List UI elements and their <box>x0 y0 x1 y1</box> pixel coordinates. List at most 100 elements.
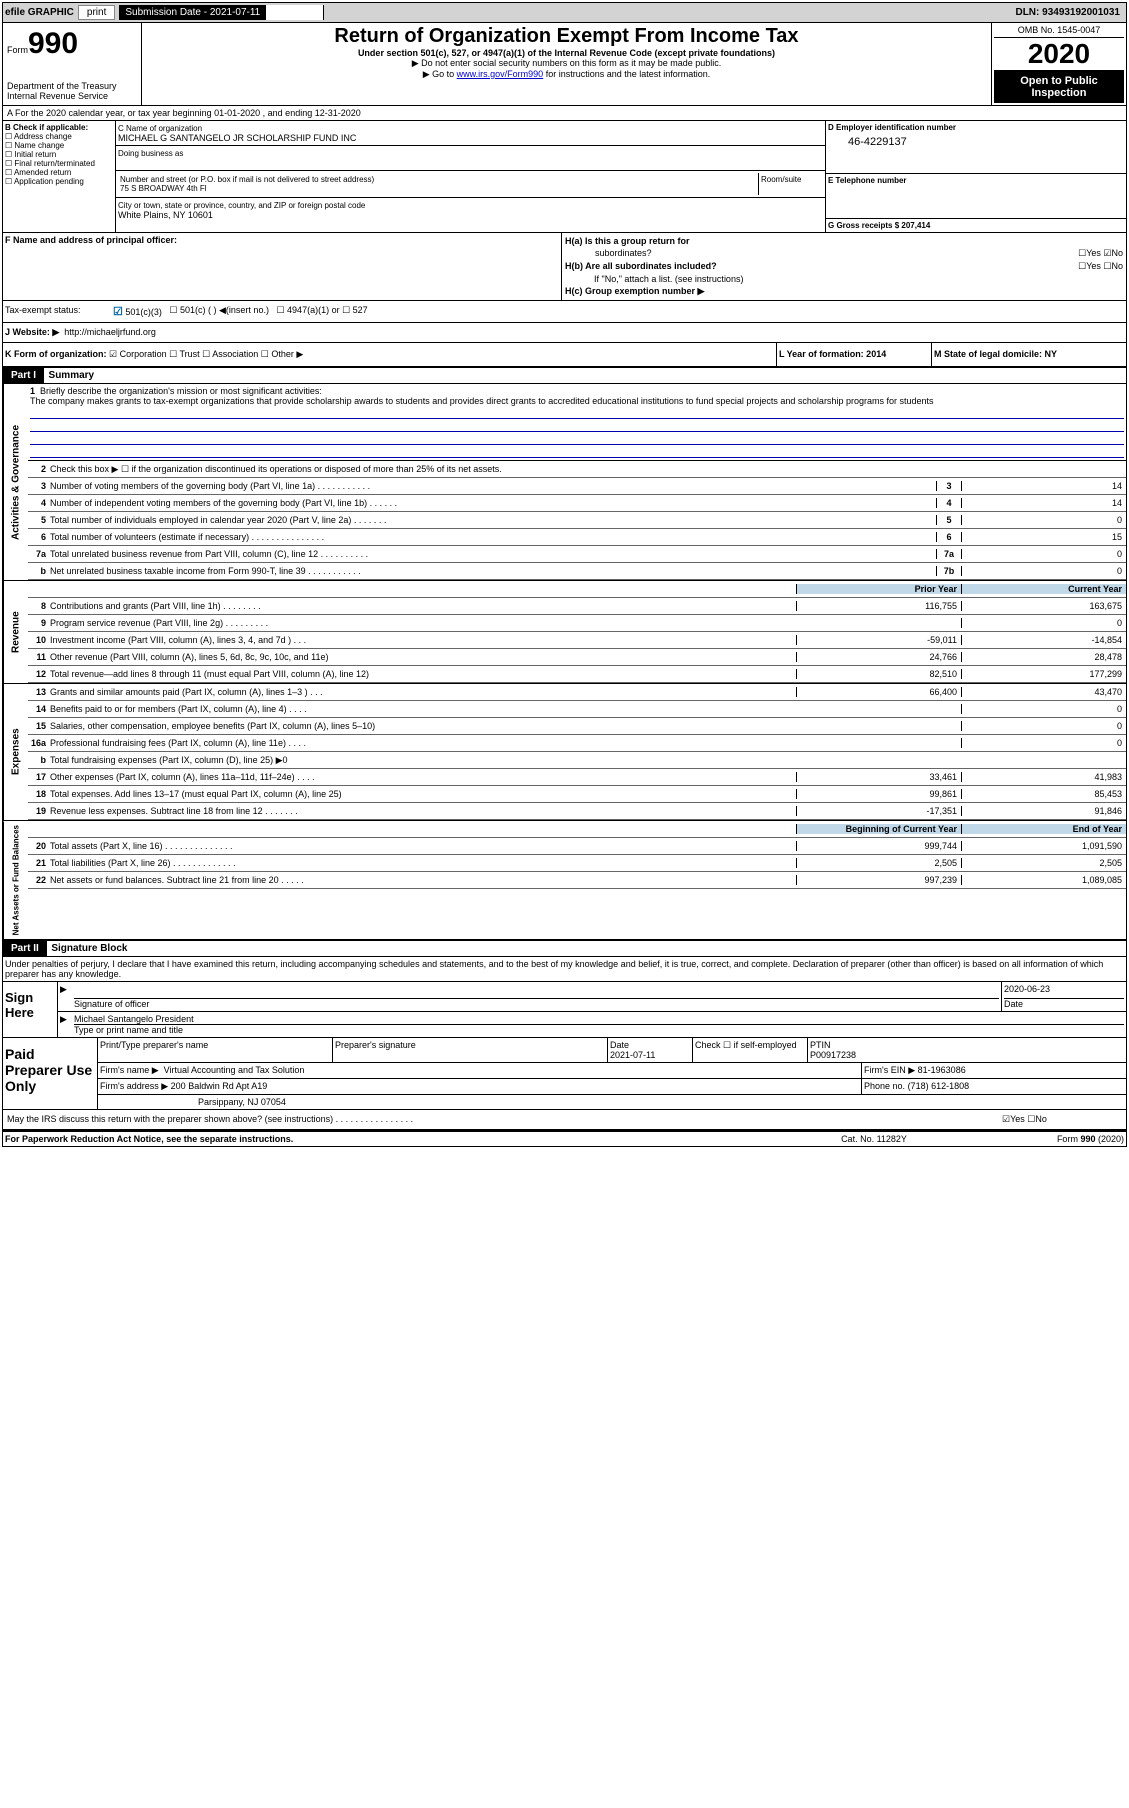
summary-row: 16aProfessional fundraising fees (Part I… <box>28 735 1126 752</box>
firm-ein: 81-1963086 <box>918 1065 966 1075</box>
block-f: F Name and address of principal officer: <box>3 233 562 300</box>
summary-row: 18Total expenses. Add lines 13–17 (must … <box>28 786 1126 803</box>
chk-pending[interactable]: ☐ Application pending <box>5 177 113 186</box>
form-subtitle: Under section 501(c), 527, or 4947(a)(1)… <box>144 48 989 58</box>
summary-row: 3Number of voting members of the governi… <box>28 478 1126 495</box>
block-h: H(a) Is this a group return for subordin… <box>562 233 1126 300</box>
netassets-section: Net Assets or Fund Balances Beginning of… <box>3 820 1126 939</box>
chk-527[interactable]: ☐ 527 <box>342 305 368 318</box>
summary-row: 22Net assets or fund balances. Subtract … <box>28 872 1126 889</box>
firm-name: Virtual Accounting and Tax Solution <box>164 1065 305 1075</box>
website-url: http://michaeljrfund.org <box>64 327 156 337</box>
summary-row: 20Total assets (Part X, line 16) . . . .… <box>28 838 1126 855</box>
summary-row: 6Total number of volunteers (estimate if… <box>28 529 1126 546</box>
city-row: City or town, state or province, country… <box>116 198 825 222</box>
room-suite: Room/suite <box>758 173 823 195</box>
form-footer: Form 990 (2020) <box>974 1134 1124 1144</box>
phone-row: E Telephone number <box>826 174 1126 219</box>
discuss-text: May the IRS discuss this return with the… <box>5 1112 1000 1127</box>
tax-status-row: Tax-exempt status: ☑ 501(c)(3) ☐ 501(c) … <box>3 301 1126 323</box>
discuss-yesno[interactable]: ☑Yes ☐No <box>1000 1112 1124 1127</box>
part1-header: Part I Summary <box>3 368 1126 384</box>
firm-phone: (718) 612-1808 <box>908 1081 970 1091</box>
top-bar: efile GRAPHIC print Submission Date - 20… <box>3 3 1126 23</box>
chk-501c3[interactable]: ☑ 501(c)(3) <box>113 305 162 318</box>
form-note1: ▶ Do not enter social security numbers o… <box>144 58 989 69</box>
open-inspection: Open to Public Inspection <box>994 71 1124 103</box>
summary-row: 11Other revenue (Part VIII, column (A), … <box>28 649 1126 666</box>
dba-row: Doing business as <box>116 146 825 171</box>
ein-row: D Employer identification number 46-4229… <box>826 121 1126 174</box>
addr-row: Number and street (or P.O. box if mail i… <box>116 171 825 198</box>
chk-501c[interactable]: ☐ 501(c) ( ) ◀(insert no.) <box>169 305 269 318</box>
cat-no: Cat. No. 11282Y <box>774 1134 974 1144</box>
summary-row: 13Grants and similar amounts paid (Part … <box>28 684 1126 701</box>
ha-yesno[interactable]: ☐Yes ☑No <box>1078 248 1123 259</box>
revenue-section: Revenue Prior Year Current Year 8Contrib… <box>3 580 1126 683</box>
hb-yesno[interactable]: ☐Yes ☐No <box>1078 261 1123 272</box>
org-name-row: C Name of organization MICHAEL G SANTANG… <box>116 121 825 146</box>
form-of-org: K Form of organization: ☑ Corporation ☐ … <box>3 343 776 366</box>
form-number: 990 <box>28 27 78 60</box>
dln-label: DLN: 93493192001031 <box>1015 7 1124 18</box>
row-klm: K Form of organization: ☑ Corporation ☐ … <box>3 343 1126 368</box>
firm-addr2: Parsippany, NJ 07054 <box>98 1095 1126 1109</box>
block-b: B Check if applicable: ☐ Address change … <box>3 121 116 232</box>
summary-row: 19Revenue less expenses. Subtract line 1… <box>28 803 1126 820</box>
chk-final[interactable]: ☐ Final return/terminated <box>5 159 113 168</box>
ptin: P00917238 <box>810 1050 856 1060</box>
summary-row: 12Total revenue—add lines 8 through 11 (… <box>28 666 1126 683</box>
summary-row: bNet unrelated business taxable income f… <box>28 563 1126 580</box>
part2-header: Part II Signature Block <box>3 939 1126 957</box>
header-left: Form990 Department of the Treasury Inter… <box>3 23 142 105</box>
website-row: J Website: ▶ http://michaeljrfund.org <box>3 323 1126 343</box>
firm-addr1: 200 Baldwin Rd Apt A19 <box>171 1081 268 1091</box>
sign-here-row: Sign Here ▶ Signature of officer 2020-06… <box>3 982 1126 1038</box>
city: White Plains, NY 10601 <box>118 210 213 220</box>
summary-row: 5Total number of individuals employed in… <box>28 512 1126 529</box>
summary-row: 17Other expenses (Part IX, column (A), l… <box>28 769 1126 786</box>
paid-preparer-label: Paid Preparer Use Only <box>3 1038 97 1109</box>
h-c: H(c) Group exemption number ▶ <box>564 285 1124 298</box>
summary-row: bTotal fundraising expenses (Part IX, co… <box>28 752 1126 769</box>
form-note2: ▶ Go to www.irs.gov/Form990 for instruct… <box>144 69 989 80</box>
sidebar-revenue: Revenue <box>3 581 28 683</box>
header-center: Return of Organization Exempt From Incom… <box>142 23 991 105</box>
chk-name[interactable]: ☐ Name change <box>5 141 113 150</box>
col-headers: Prior Year Current Year <box>28 581 1126 598</box>
chk-amended[interactable]: ☐ Amended return <box>5 168 113 177</box>
summary-row: 9Program service revenue (Part VIII, lin… <box>28 615 1126 632</box>
perjury-decl: Under penalties of perjury, I declare th… <box>3 957 1126 982</box>
paperwork-notice: For Paperwork Reduction Act Notice, see … <box>5 1134 774 1144</box>
irs-link[interactable]: www.irs.gov/Form990 <box>457 69 544 79</box>
header-right: OMB No. 1545-0047 2020 Open to Public In… <box>991 23 1126 105</box>
summary-row: 2Check this box ▶ ☐ if the organization … <box>28 461 1126 478</box>
summary-row: 21Total liabilities (Part X, line 26) . … <box>28 855 1126 872</box>
chk-4947[interactable]: ☐ 4947(a)(1) or <box>276 305 339 318</box>
state-domicile: M State of legal domicile: NY <box>931 343 1126 366</box>
mission-text: The company makes grants to tax-exempt o… <box>30 396 934 406</box>
form-title: Return of Organization Exempt From Incom… <box>144 25 989 48</box>
chk-address[interactable]: ☐ Address change <box>5 132 113 141</box>
ein-value: 46-4229137 <box>828 136 1124 148</box>
summary-row: 10Investment income (Part VIII, column (… <box>28 632 1126 649</box>
efile-label: efile GRAPHIC <box>5 7 74 18</box>
prep-date: 2021-07-11 <box>610 1050 655 1060</box>
summary-row: 4Number of independent voting members of… <box>28 495 1126 512</box>
sidebar-governance: Activities & Governance <box>3 384 28 580</box>
submission-date: Submission Date - 2021-07-11 <box>119 5 266 20</box>
chk-initial[interactable]: ☐ Initial return <box>5 150 113 159</box>
print-button[interactable]: print <box>78 5 115 20</box>
line-a: A For the 2020 calendar year, or tax yea… <box>3 106 1126 121</box>
summary-row: 15Salaries, other compensation, employee… <box>28 718 1126 735</box>
year-formation: L Year of formation: 2014 <box>776 343 931 366</box>
block-fgh: F Name and address of principal officer:… <box>3 233 1126 301</box>
h-a: H(a) Is this a group return for <box>564 235 1124 247</box>
summary-row: 7aTotal unrelated business revenue from … <box>28 546 1126 563</box>
block-bcd: B Check if applicable: ☐ Address change … <box>3 121 1126 233</box>
block-c: C Name of organization MICHAEL G SANTANG… <box>116 121 825 232</box>
omb-number: OMB No. 1545-0047 <box>994 25 1124 38</box>
chk-self-employed[interactable]: Check ☐ if self-employed <box>693 1038 808 1062</box>
sign-date: 2020-06-23 <box>1004 984 1124 999</box>
summary-row: 14Benefits paid to or for members (Part … <box>28 701 1126 718</box>
